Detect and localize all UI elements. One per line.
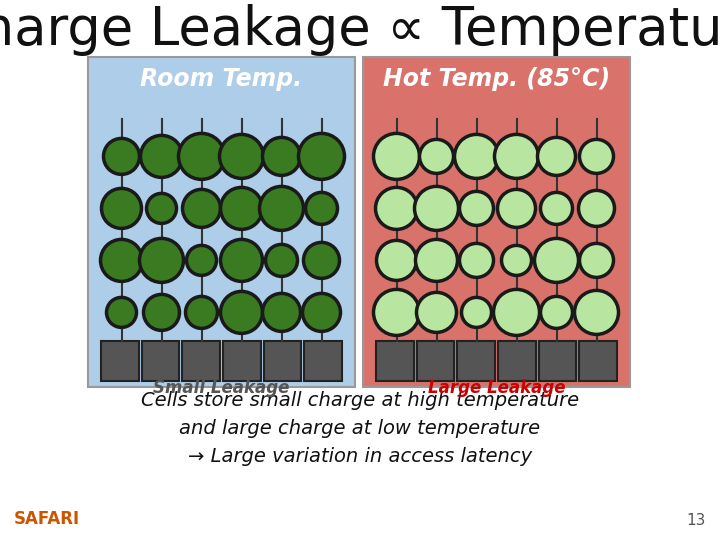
- Circle shape: [299, 133, 344, 179]
- Circle shape: [462, 298, 492, 327]
- Circle shape: [104, 138, 140, 174]
- Circle shape: [140, 136, 182, 178]
- Circle shape: [220, 134, 264, 178]
- Circle shape: [376, 187, 418, 230]
- Circle shape: [143, 294, 179, 330]
- Circle shape: [302, 293, 341, 332]
- Circle shape: [259, 186, 304, 231]
- Text: SAFARI: SAFARI: [14, 510, 80, 528]
- Circle shape: [146, 193, 176, 224]
- Text: Charge Leakage ∝ Temperature: Charge Leakage ∝ Temperature: [0, 4, 720, 56]
- Circle shape: [541, 192, 572, 225]
- Bar: [580, 341, 617, 381]
- Circle shape: [263, 293, 300, 332]
- Bar: [182, 341, 220, 381]
- Bar: [498, 341, 536, 381]
- Circle shape: [415, 239, 457, 281]
- Circle shape: [495, 134, 539, 178]
- Circle shape: [377, 240, 416, 280]
- Bar: [264, 341, 302, 381]
- Circle shape: [374, 289, 420, 335]
- Circle shape: [580, 244, 613, 278]
- Circle shape: [416, 292, 456, 333]
- Text: Hot Temp. (85°C): Hot Temp. (85°C): [383, 67, 610, 91]
- Circle shape: [459, 244, 493, 278]
- Circle shape: [220, 187, 263, 230]
- Text: Cells store small charge at high temperature: Cells store small charge at high tempera…: [141, 390, 579, 409]
- Bar: [539, 341, 576, 381]
- Circle shape: [454, 134, 498, 178]
- Circle shape: [220, 292, 263, 333]
- Circle shape: [101, 239, 143, 281]
- Circle shape: [459, 191, 493, 225]
- Circle shape: [575, 291, 618, 334]
- Bar: [305, 341, 342, 381]
- Circle shape: [498, 190, 536, 227]
- Circle shape: [541, 296, 572, 328]
- FancyBboxPatch shape: [88, 57, 355, 387]
- Circle shape: [102, 188, 142, 228]
- Text: → Large variation in access latency: → Large variation in access latency: [188, 447, 532, 465]
- Text: Small Leakage: Small Leakage: [153, 379, 289, 397]
- Circle shape: [534, 238, 578, 282]
- Bar: [101, 341, 139, 381]
- Circle shape: [186, 296, 217, 328]
- Bar: [376, 341, 414, 381]
- Circle shape: [374, 133, 420, 179]
- Text: Large Leakage: Large Leakage: [428, 379, 565, 397]
- Bar: [223, 341, 261, 381]
- Circle shape: [420, 139, 454, 173]
- Circle shape: [220, 239, 263, 281]
- Bar: [457, 341, 495, 381]
- Circle shape: [580, 139, 613, 173]
- Circle shape: [502, 245, 531, 275]
- Circle shape: [578, 191, 614, 226]
- Circle shape: [538, 137, 575, 176]
- Circle shape: [179, 133, 225, 179]
- FancyBboxPatch shape: [363, 57, 630, 387]
- Text: and large charge at low temperature: and large charge at low temperature: [179, 418, 541, 437]
- Circle shape: [107, 298, 137, 327]
- Circle shape: [186, 245, 217, 275]
- Text: 13: 13: [687, 513, 706, 528]
- Circle shape: [140, 238, 184, 282]
- Circle shape: [304, 242, 340, 279]
- Circle shape: [415, 186, 459, 231]
- Text: Room Temp.: Room Temp.: [140, 67, 302, 91]
- Bar: [142, 341, 179, 381]
- Bar: [417, 341, 454, 381]
- Circle shape: [263, 137, 300, 176]
- Circle shape: [182, 190, 220, 227]
- Circle shape: [305, 192, 338, 225]
- Circle shape: [493, 289, 539, 335]
- Circle shape: [266, 245, 297, 276]
